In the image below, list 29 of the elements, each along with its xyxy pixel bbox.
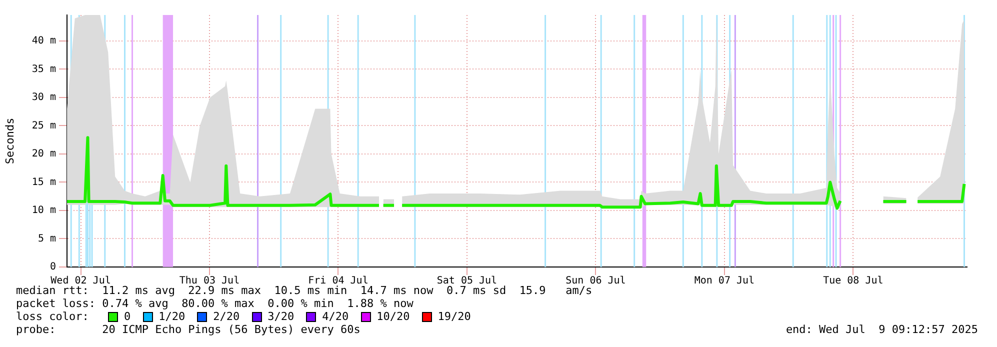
y-tick-label: 5 m [38,233,56,244]
x-tick-label: Sun 06 Jul [566,276,626,287]
text: 19/20 [438,310,471,323]
y-axis-title: Seconds [3,118,16,164]
x-tick-label: Fri 04 Jul [308,276,368,287]
x-tick-label: Tue 08 Jul [823,276,884,287]
x-tick-label: Thu 03 Jul [179,276,240,287]
y-tick-label: 15 m [32,176,56,188]
x-tick-label: Mon 07 Jul [694,276,755,287]
text: 1/20 [158,310,186,323]
y-tick-label: 20 m [32,148,56,160]
text: probe: 20 ICMP Echo Pings (56 Bytes) every 60s [16,323,360,336]
text: 2/20 [213,310,240,323]
y-tick-label: 35 m [32,64,56,75]
y-tick-label: 10 m [32,205,56,216]
text: median rtt: 11.2 ms avg 22.9 ms max 10.5 ms min 14.7 ms now 0.7 ms sd 15.9 am/s [16,284,592,297]
y-tick-label: 30 m [32,92,56,104]
x-tick-label: Wed 02 Jul [50,276,111,287]
y-tick-label: 0 [50,262,56,273]
text: loss color: [16,310,90,323]
text: 0 [124,310,131,323]
y-tick-label: 25 m [32,120,56,132]
text: 4/20 [322,310,349,323]
text: packet loss: 0.74 % avg 80.00 % max 0.00 % min 1.88 % now [16,297,414,310]
y-tick-label: 40 m [32,36,56,47]
x-tick-label: Sat 05 Jul [436,276,498,287]
text: 10/20 [376,310,410,323]
text: 3/20 [268,310,294,323]
text: end: Wed Jul 9 09:12:57 2025 [786,323,978,336]
